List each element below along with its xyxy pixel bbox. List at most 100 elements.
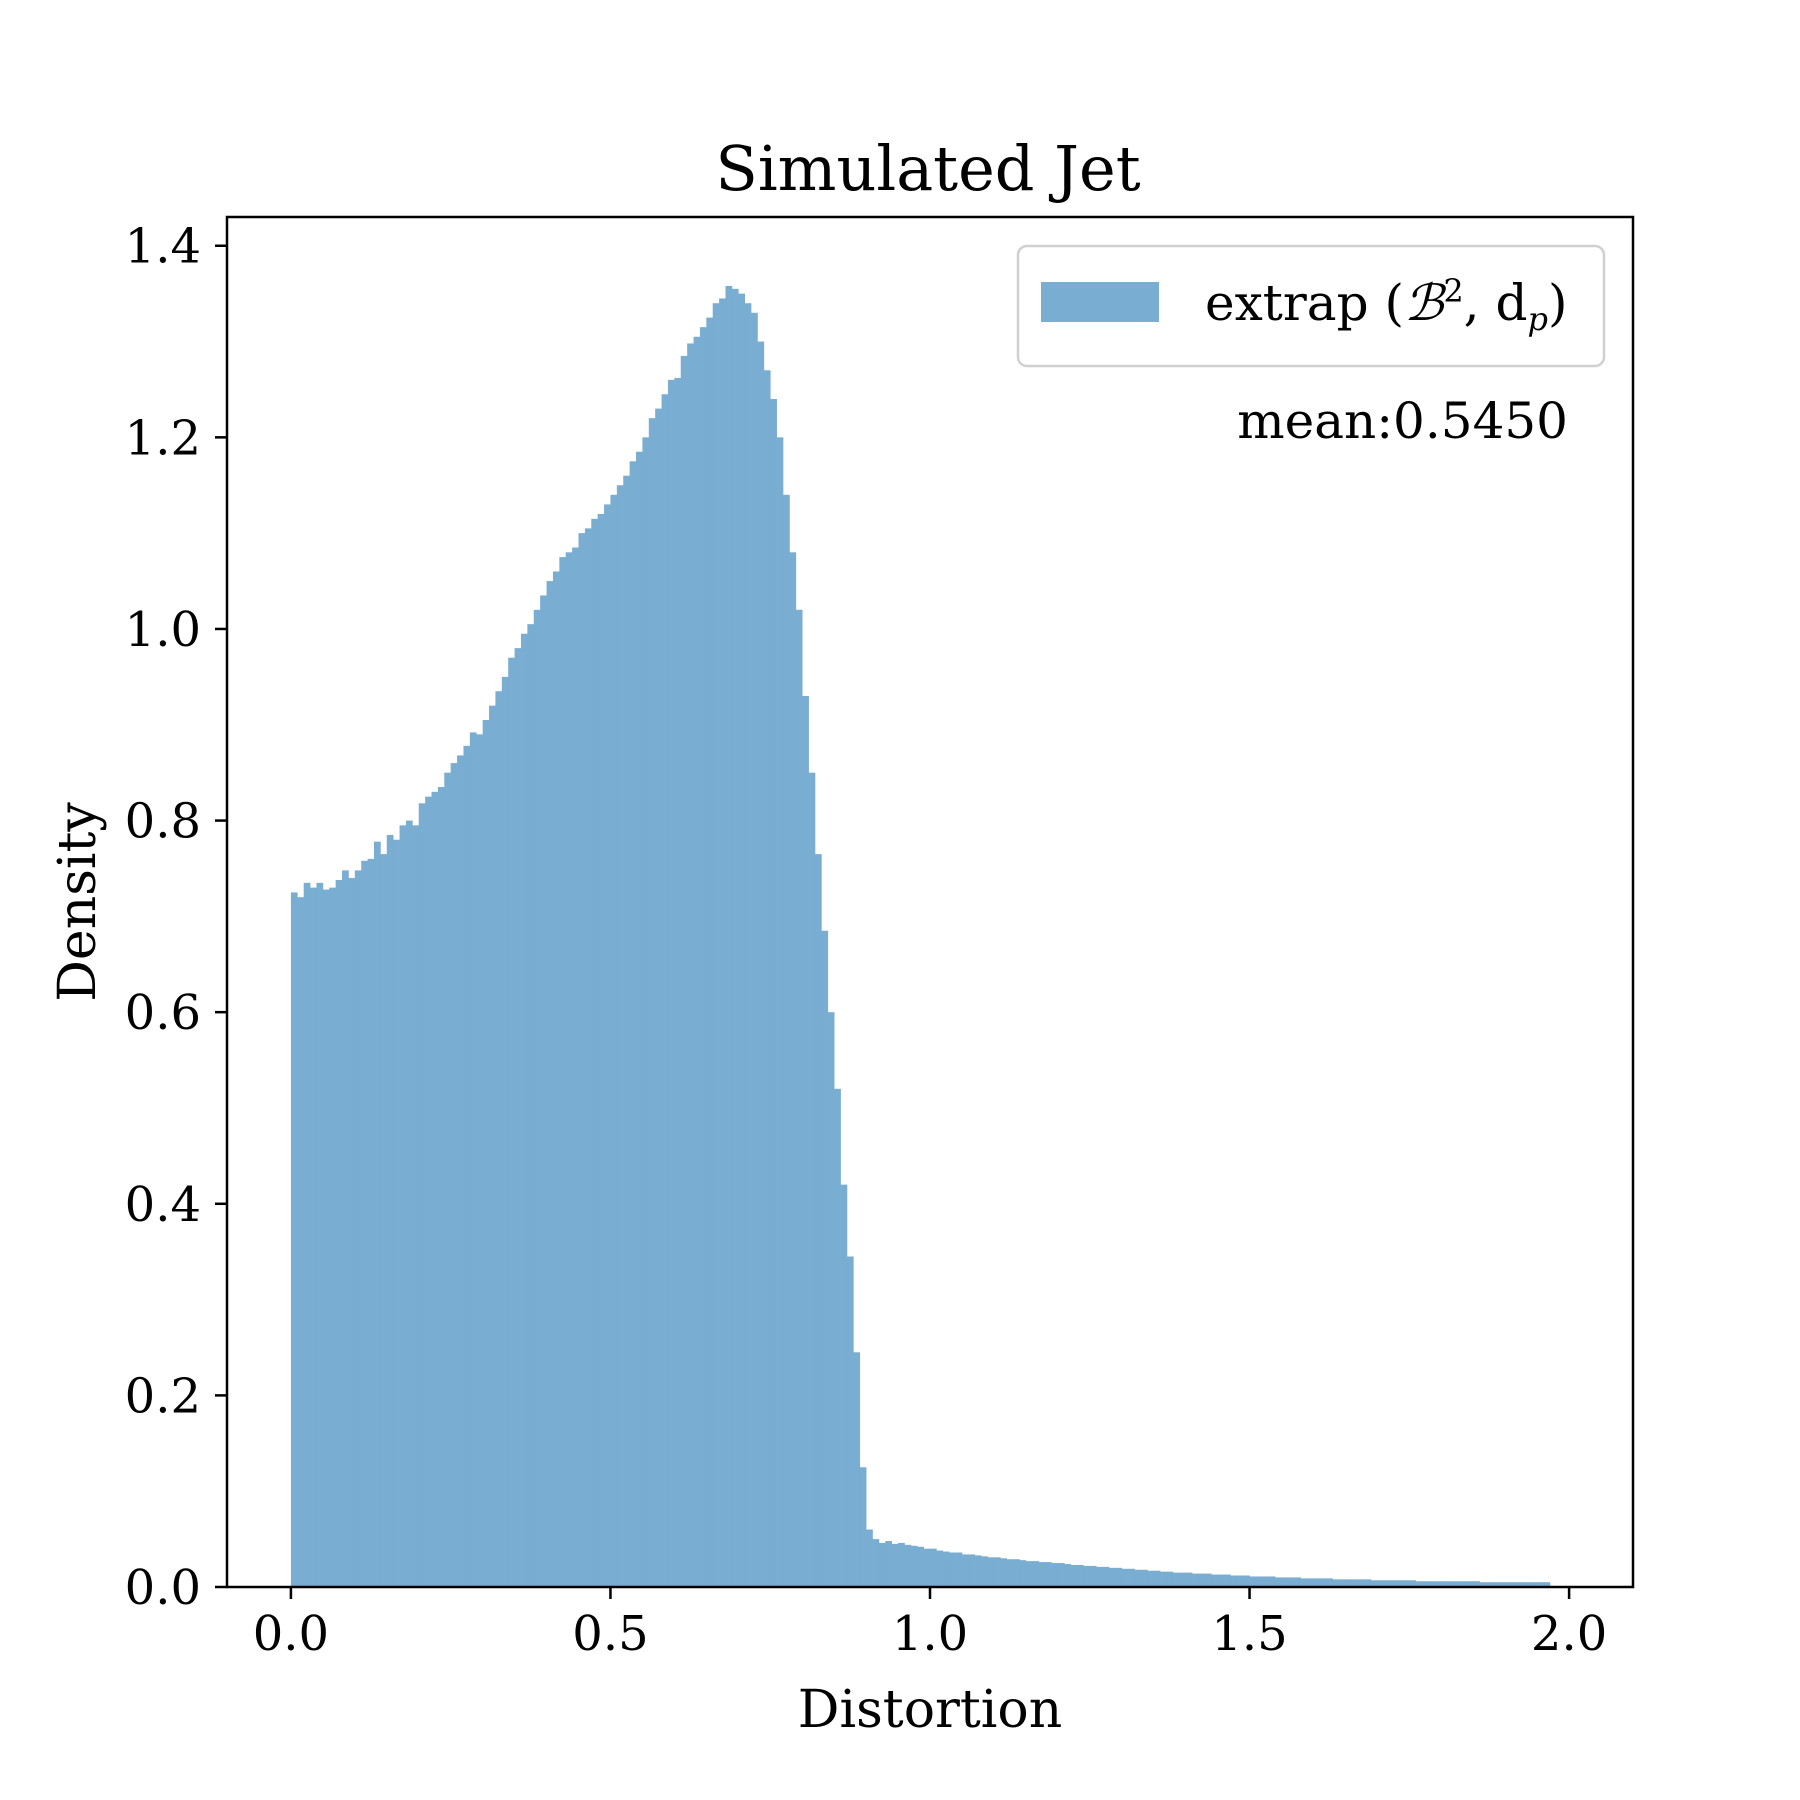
histogram-bar: [1192, 1573, 1199, 1587]
histogram-bar: [763, 370, 771, 1587]
histogram-bar: [751, 312, 758, 1587]
histogram-bar: [1351, 1579, 1359, 1587]
histogram-bar: [354, 870, 362, 1587]
histogram-bar: [687, 343, 694, 1588]
chart-title: Simulated Jet: [715, 132, 1140, 205]
histogram-bar: [1045, 1562, 1052, 1587]
histogram-bar: [1473, 1581, 1480, 1587]
histogram-bar: [546, 581, 554, 1587]
histogram-bar: [1038, 1562, 1046, 1587]
histogram-bar: [444, 772, 452, 1587]
mean-annotation: mean:0.5450: [1237, 392, 1568, 450]
histogram-bar: [591, 518, 599, 1587]
histogram-bar: [367, 858, 375, 1587]
histogram-bar: [399, 825, 407, 1587]
histogram-bar: [725, 285, 733, 1588]
histogram-bars: [290, 285, 1551, 1588]
histogram-bar: [942, 1551, 950, 1587]
histogram-bar: [1019, 1560, 1027, 1587]
histogram-bar: [993, 1557, 1001, 1587]
histogram-bar: [667, 379, 675, 1587]
histogram-bar: [1339, 1579, 1346, 1587]
histogram-bar: [361, 860, 368, 1587]
histogram-bar: [412, 825, 420, 1587]
histogram-bar: [1064, 1564, 1071, 1587]
histogram-bar: [297, 897, 305, 1587]
histogram-bar: [706, 317, 714, 1588]
histogram-bar: [342, 870, 349, 1587]
histogram-bar: [1223, 1574, 1231, 1587]
histogram-bar: [878, 1542, 886, 1587]
histogram-bar: [923, 1548, 931, 1587]
x-tick-label: 2.0: [1531, 1606, 1607, 1662]
legend-swatch: [1041, 282, 1159, 322]
histogram-bar: [917, 1546, 924, 1587]
y-tick-label: 0.0: [125, 1560, 201, 1616]
histogram-bar: [533, 609, 541, 1587]
histogram-bar: [776, 437, 784, 1588]
histogram-bar: [1479, 1582, 1487, 1587]
histogram-bar: [1076, 1564, 1084, 1587]
histogram-bar: [335, 879, 343, 1587]
histogram-bar: [885, 1541, 892, 1587]
histogram-bar: [719, 298, 726, 1588]
histogram-bar: [636, 451, 643, 1588]
histogram-bar: [597, 513, 605, 1587]
histogram-bar: [578, 533, 586, 1587]
histogram-bar: [930, 1548, 937, 1587]
histogram-bar: [661, 394, 669, 1587]
histogram-bar: [1083, 1565, 1091, 1587]
histogram-bar: [949, 1552, 956, 1587]
histogram-bar: [1454, 1581, 1461, 1587]
histogram-bar: [508, 657, 515, 1587]
histogram-bar: [1396, 1580, 1404, 1587]
histogram-bar: [1025, 1561, 1033, 1587]
histogram-bar: [840, 1184, 848, 1587]
histogram-bar: [405, 820, 413, 1587]
histogram-bar: [802, 696, 809, 1587]
histogram-bar: [783, 494, 790, 1588]
histogram-bar: [616, 485, 624, 1587]
histogram-bar: [489, 705, 496, 1587]
x-tick-label: 0.5: [572, 1606, 648, 1662]
histogram-bar: [693, 336, 701, 1587]
histogram-bar: [808, 772, 816, 1587]
histogram-bar: [1530, 1582, 1538, 1587]
histogram-bar: [1383, 1580, 1391, 1587]
y-tick-label: 1.4: [125, 219, 201, 275]
histogram-bar: [316, 882, 324, 1587]
histogram-bar: [1013, 1559, 1020, 1587]
legend-label-mid: , d: [1464, 274, 1528, 332]
histogram-bar: [469, 732, 477, 1587]
histogram-bar: [795, 609, 803, 1587]
histogram-bar: [437, 787, 445, 1587]
histogram-bar: [1524, 1582, 1532, 1587]
histogram-bar: [859, 1467, 867, 1587]
histogram-bar: [322, 889, 330, 1587]
y-axis-label: Density: [48, 802, 108, 1002]
histogram-bar: [1537, 1582, 1544, 1587]
histogram-bar: [1268, 1576, 1276, 1587]
histogram-bar: [552, 571, 560, 1587]
histogram-bar: [1108, 1567, 1116, 1587]
histogram-bar: [431, 791, 439, 1587]
x-axis-ticks: 0.0 0.5 1.0 1.5 2.0: [253, 1587, 1607, 1662]
histogram-bar: [629, 461, 637, 1587]
histogram-bar: [987, 1557, 995, 1587]
histogram-bar: [1249, 1576, 1257, 1587]
histogram-bar: [1032, 1561, 1039, 1587]
histogram-bar: [604, 504, 611, 1587]
histogram-bar: [1128, 1568, 1135, 1587]
histogram-bar: [1358, 1579, 1365, 1587]
histogram-bar: [425, 796, 432, 1587]
histogram-bar: [731, 288, 739, 1588]
histogram-bar: [904, 1544, 912, 1587]
histogram-bar: [610, 494, 618, 1588]
histogram-bar: [1415, 1581, 1423, 1587]
histogram-bar: [1422, 1581, 1429, 1587]
histogram-bar: [1287, 1577, 1295, 1587]
histogram-bar: [827, 1012, 835, 1587]
histogram-bar: [1147, 1570, 1155, 1587]
histogram-bar: [1153, 1570, 1161, 1587]
